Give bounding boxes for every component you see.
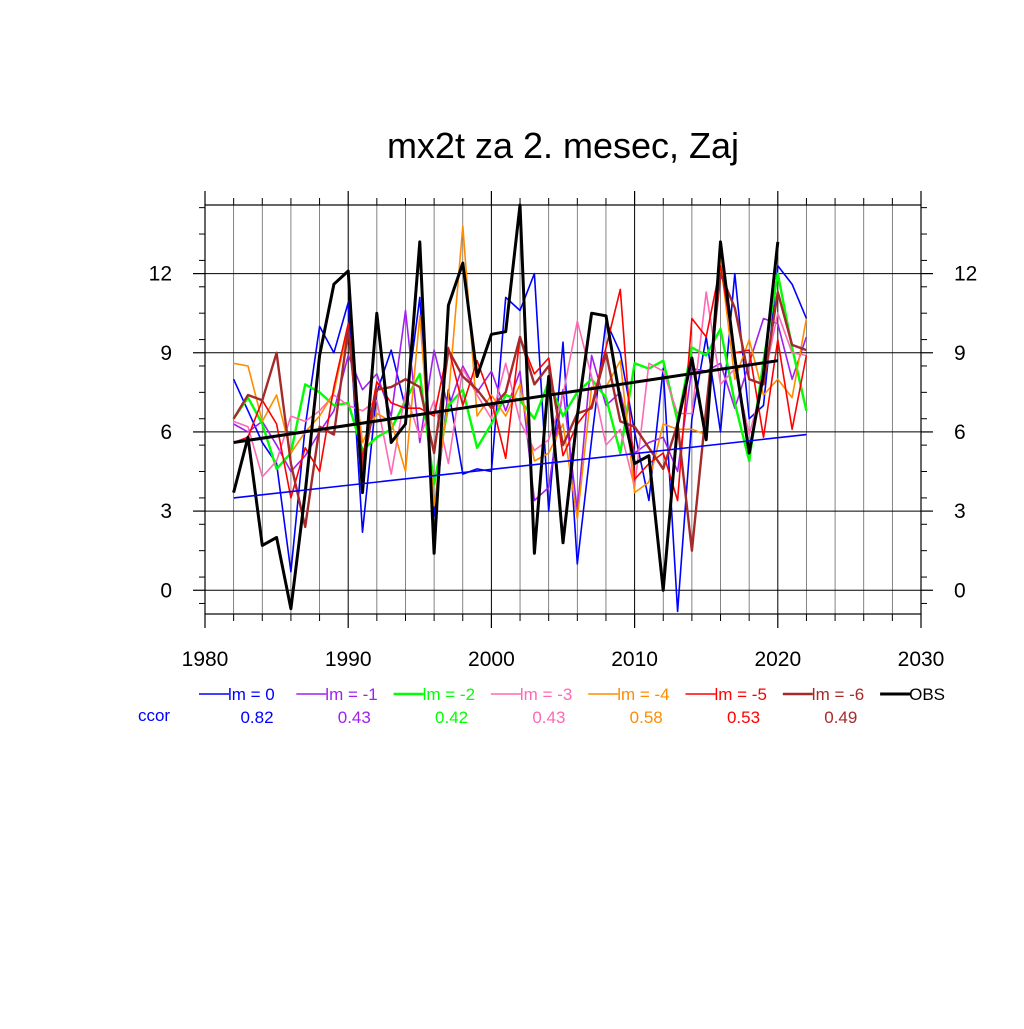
legend-label: lm = -5 — [715, 685, 767, 704]
ccor-value: 0.42 — [435, 708, 468, 727]
legend: ccor lm = 0 0.82 lm = -1 0.43 lm = -2 0.42 lm =… — [138, 685, 945, 727]
y-tick-label: 3 — [160, 500, 172, 523]
x-tick-label: 2030 — [898, 648, 945, 671]
trend-line-lm-0-trend — [233, 433, 807, 499]
y-tick-label-right: 6 — [954, 421, 966, 444]
legend-label: lm = -6 — [812, 685, 864, 704]
series-line-obs — [232, 203, 780, 611]
y-tick-label: 6 — [160, 421, 172, 444]
trend-line-obs-trend — [233, 359, 779, 444]
legend-label: OBS — [909, 685, 945, 704]
legend-label: lm = -1 — [325, 685, 377, 704]
y-tick-label-right: 12 — [954, 263, 977, 286]
chart-title: mx2t za 2. mesec, Zaj — [387, 125, 739, 166]
x-tick-label: 2020 — [754, 648, 801, 671]
ccor-value: 0.82 — [240, 708, 273, 727]
x-tick-label: 1980 — [182, 648, 229, 671]
grid — [204, 205, 922, 614]
ccor-value: 0.49 — [824, 708, 857, 727]
legend-label: lm = -3 — [520, 685, 572, 704]
legend-label: lm = 0 — [228, 685, 275, 704]
axis-ticks: 1980 1990 2000 2010 2020 2030 0 0 3 3 6 6 9 9 12 12 — [149, 191, 977, 671]
series-lines — [232, 203, 808, 613]
x-tick-label: 2010 — [611, 648, 658, 671]
y-tick-label: 9 — [160, 342, 172, 365]
plot-frame — [204, 204, 922, 615]
y-tick-label-right: 9 — [954, 342, 966, 365]
ccor-value: 0.53 — [727, 708, 760, 727]
x-tick-label: 1990 — [325, 648, 372, 671]
legend-label: lm = -2 — [423, 685, 475, 704]
ccor-value: 0.43 — [338, 708, 371, 727]
plot-border — [204, 204, 922, 615]
legend-label: lm = -4 — [617, 685, 669, 704]
ccor-value: 0.43 — [532, 708, 565, 727]
y-tick-label-right: 0 — [954, 579, 966, 602]
ccor-value: 0.58 — [630, 708, 663, 727]
y-tick-label-right: 3 — [954, 500, 966, 523]
y-tick-label: 12 — [149, 263, 172, 286]
y-tick-label: 0 — [160, 579, 172, 602]
x-tick-label: 2000 — [468, 648, 515, 671]
ccor-label: ccor — [138, 706, 170, 725]
